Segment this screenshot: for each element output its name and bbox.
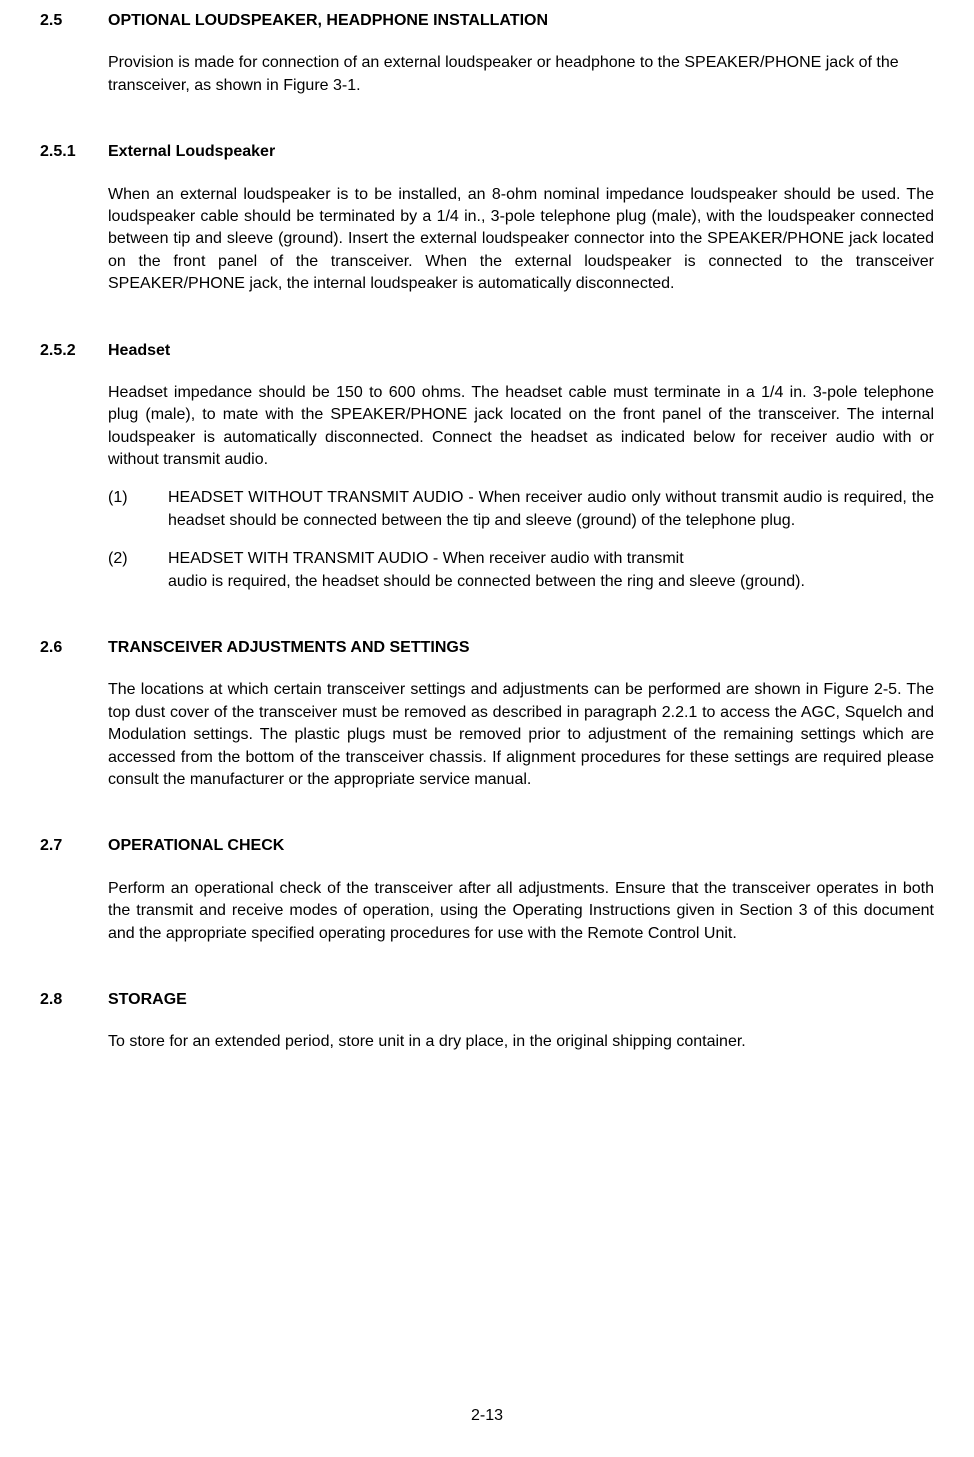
section-body: The locations at which certain transceiv…: [108, 679, 934, 791]
list-content: HEADSET WITH TRANSMIT AUDIO - When recei…: [168, 548, 934, 593]
section-2-5-1: 2.5.1 External Loudspeaker When an exter…: [40, 141, 934, 311]
list-content: HEADSET WITHOUT TRANSMIT AUDIO - When re…: [168, 487, 934, 532]
section-heading: TRANSCEIVER ADJUSTMENTS AND SETTINGS: [108, 637, 934, 659]
section-number: 2.8: [40, 989, 84, 1070]
section-row: 2.5 OPTIONAL LOUDSPEAKER, HEADPHONE INST…: [40, 10, 934, 113]
section-content: Headset Headset impedance should be 150 …: [108, 340, 934, 610]
list-number: (1): [108, 487, 168, 532]
list-item-1: (1) HEADSET WITHOUT TRANSMIT AUDIO - Whe…: [108, 487, 934, 532]
section-2-5-2: 2.5.2 Headset Headset impedance should b…: [40, 340, 934, 610]
section-content: External Loudspeaker When an external lo…: [108, 141, 934, 311]
section-heading: OPTIONAL LOUDSPEAKER, HEADPHONE INSTALLA…: [108, 10, 934, 32]
section-row: 2.7 OPERATIONAL CHECK Perform an operati…: [40, 835, 934, 961]
section-number: 2.7: [40, 835, 84, 961]
list-line1: HEADSET WITH TRANSMIT AUDIO - When recei…: [168, 548, 934, 570]
list-number: (2): [108, 548, 168, 593]
section-row: 2.8 STORAGE To store for an extended per…: [40, 989, 934, 1070]
section-row: 2.5.1 External Loudspeaker When an exter…: [40, 141, 934, 311]
list-line2: audio is required, the headset should be…: [168, 571, 934, 593]
section-body: When an external loudspeaker is to be in…: [108, 184, 934, 296]
section-2-7: 2.7 OPERATIONAL CHECK Perform an operati…: [40, 835, 934, 961]
section-number: 2.5.2: [40, 340, 84, 610]
section-body: Provision is made for connection of an e…: [108, 52, 934, 97]
section-content: STORAGE To store for an extended period,…: [108, 989, 934, 1070]
section-content: OPERATIONAL CHECK Perform an operational…: [108, 835, 934, 961]
section-row: 2.5.2 Headset Headset impedance should b…: [40, 340, 934, 610]
section-2-8: 2.8 STORAGE To store for an extended per…: [40, 989, 934, 1070]
section-body: To store for an extended period, store u…: [108, 1031, 934, 1053]
section-heading: Headset: [108, 340, 934, 362]
section-2-5: 2.5 OPTIONAL LOUDSPEAKER, HEADPHONE INST…: [40, 10, 934, 113]
section-2-6: 2.6 TRANSCEIVER ADJUSTMENTS AND SETTINGS…: [40, 637, 934, 807]
section-number: 2.5.1: [40, 141, 84, 311]
section-heading: STORAGE: [108, 989, 934, 1011]
section-row: 2.6 TRANSCEIVER ADJUSTMENTS AND SETTINGS…: [40, 637, 934, 807]
section-intro: Headset impedance should be 150 to 600 o…: [108, 382, 934, 472]
section-number: 2.5: [40, 10, 84, 113]
section-content: TRANSCEIVER ADJUSTMENTS AND SETTINGS The…: [108, 637, 934, 807]
list-item-2: (2) HEADSET WITH TRANSMIT AUDIO - When r…: [108, 548, 934, 593]
section-heading: External Loudspeaker: [108, 141, 934, 163]
page-number: 2-13: [0, 1405, 974, 1427]
section-heading: OPERATIONAL CHECK: [108, 835, 934, 857]
section-number: 2.6: [40, 637, 84, 807]
section-content: OPTIONAL LOUDSPEAKER, HEADPHONE INSTALLA…: [108, 10, 934, 113]
section-body: Perform an operational check of the tran…: [108, 878, 934, 945]
